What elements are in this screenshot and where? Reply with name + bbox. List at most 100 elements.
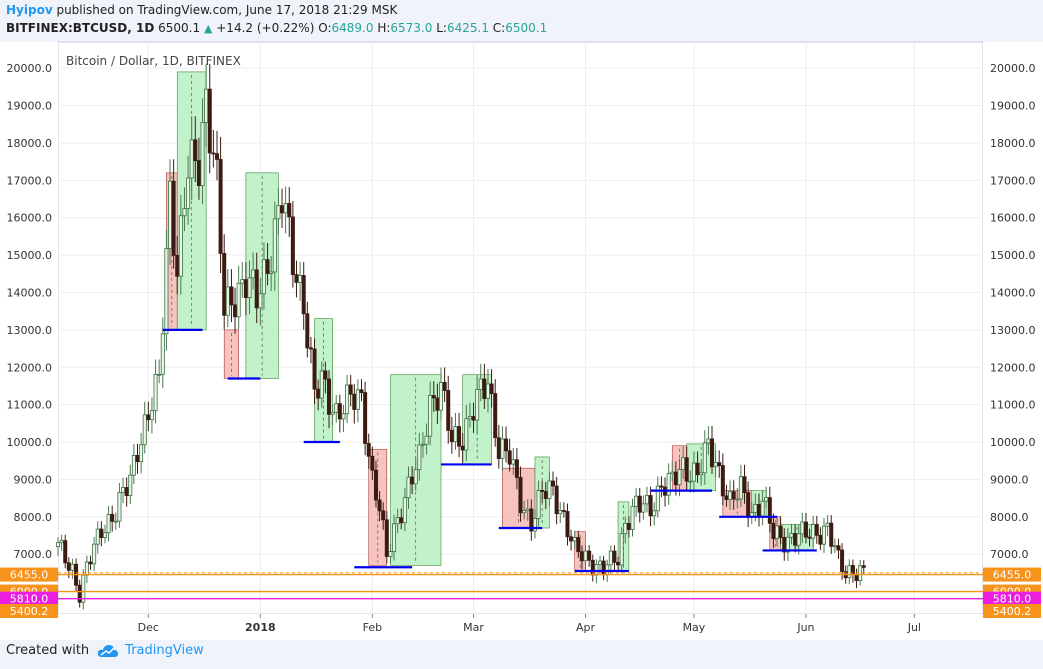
y-tick-right-6: 14000.0: [990, 286, 1036, 299]
candle-body: [66, 562, 71, 571]
candle-body: [77, 584, 82, 603]
candle-body: [272, 218, 277, 273]
candle-body: [681, 457, 686, 470]
chart-area[interactable]: 6500.16500.16455.06455.06000.06000.05810…: [0, 40, 1043, 640]
candle-body: [540, 490, 545, 492]
candle-body: [713, 462, 718, 468]
last-price: 6500.1: [158, 21, 201, 35]
candle-body: [128, 474, 133, 497]
price-chart[interactable]: 6500.16500.16455.06455.06000.06000.05810…: [0, 40, 1043, 640]
candle-body: [88, 561, 93, 565]
candle-body: [858, 565, 863, 581]
candle-body: [175, 255, 180, 277]
candle-body: [655, 485, 660, 512]
x-tick-label-4: Apr: [576, 621, 596, 634]
candle-body: [532, 518, 537, 532]
candle-body: [359, 389, 364, 393]
candle-body: [753, 504, 758, 514]
candle-body: [778, 525, 783, 538]
candle-body: [449, 429, 454, 443]
candle-body: [514, 459, 519, 478]
candle-body: [413, 469, 418, 485]
candle-body: [240, 279, 245, 284]
candle-body: [204, 88, 209, 123]
candle-body: [793, 533, 798, 546]
time-axis: Dec 2018 Feb Mar Apr May Jun Jul: [138, 614, 921, 634]
candle-body: [507, 450, 512, 465]
candle-body: [623, 523, 628, 535]
candle-body: [287, 203, 292, 218]
candle-body: [641, 503, 646, 513]
y-tick-right-11: 9000.0: [990, 473, 1029, 486]
publish-text: published on TradingView.com, June 17, 2…: [52, 3, 398, 17]
candle-body: [131, 455, 136, 476]
candle-body: [832, 545, 837, 548]
author-name[interactable]: Hyipov: [6, 3, 53, 17]
candle-body: [196, 160, 201, 187]
candle-body: [699, 472, 704, 476]
candle-body: [168, 180, 173, 250]
candle-body: [70, 563, 75, 571]
candle-body: [764, 497, 769, 502]
x-tick-label-5: May: [683, 621, 706, 634]
price-change: +14.2 (+0.22%): [216, 21, 315, 35]
candle-body: [825, 522, 830, 527]
candle-body: [811, 524, 816, 539]
candle-body: [431, 395, 436, 399]
candle-body: [746, 492, 751, 518]
low-value: 6425.1: [446, 21, 489, 35]
y-tick-right-13: 7000.0: [990, 548, 1029, 561]
candle-body: [149, 410, 154, 421]
candle-body: [106, 513, 111, 534]
x-tick-label-2: Feb: [363, 621, 382, 634]
up-triangle-icon: ▲: [203, 22, 213, 35]
candle-body: [789, 533, 794, 538]
candles: [56, 63, 866, 610]
y-tick-left-3: 17000.0: [7, 174, 53, 187]
candle-body: [146, 414, 151, 421]
candle-body: [818, 534, 823, 545]
candle-body: [796, 533, 801, 546]
y-tick-right-2: 18000.0: [990, 137, 1036, 150]
candle-body: [485, 383, 490, 399]
candle-body: [428, 395, 433, 437]
candle-body: [193, 139, 198, 161]
candle-body: [435, 397, 440, 411]
candle-body: [760, 500, 765, 517]
candle-body: [207, 88, 212, 154]
candle-body: [634, 495, 639, 507]
price-tag-right-1: [983, 567, 1041, 582]
low-label: L:: [436, 21, 447, 35]
candle-body: [381, 510, 386, 521]
candle-body: [691, 462, 696, 482]
x-tick-label-3: Mar: [463, 621, 484, 634]
y-tick-right-7: 13000.0: [990, 324, 1036, 337]
candle-body: [334, 403, 339, 413]
candle-body: [189, 139, 194, 179]
candle-body: [276, 205, 281, 220]
candle-body: [724, 495, 729, 500]
y-tick-left-6: 14000.0: [7, 286, 53, 299]
candle-body: [702, 442, 707, 474]
y-tick-right-4: 16000.0: [990, 212, 1036, 225]
candle-body: [587, 550, 592, 561]
candle-body: [626, 523, 631, 530]
candle-body: [135, 455, 140, 463]
candle-body: [102, 532, 107, 538]
candle-body: [424, 435, 429, 445]
candle-body: [388, 551, 393, 557]
price-tag-left-label-1: 6455.0: [10, 569, 49, 582]
y-tick-left-12: 8000.0: [14, 511, 53, 524]
candle-body: [785, 536, 790, 553]
level-lines: [162, 328, 817, 573]
y-tick-right-9: 11000.0: [990, 399, 1036, 412]
candle-body: [558, 510, 563, 515]
candle-body: [731, 491, 736, 500]
candle-body: [467, 416, 472, 420]
candle-body: [99, 528, 104, 538]
y-tick-left-4: 16000.0: [7, 212, 53, 225]
candle-body: [576, 537, 581, 553]
tradingview-link[interactable]: TradingView: [125, 643, 204, 658]
candle-body: [648, 495, 653, 517]
candle-body: [782, 537, 787, 553]
